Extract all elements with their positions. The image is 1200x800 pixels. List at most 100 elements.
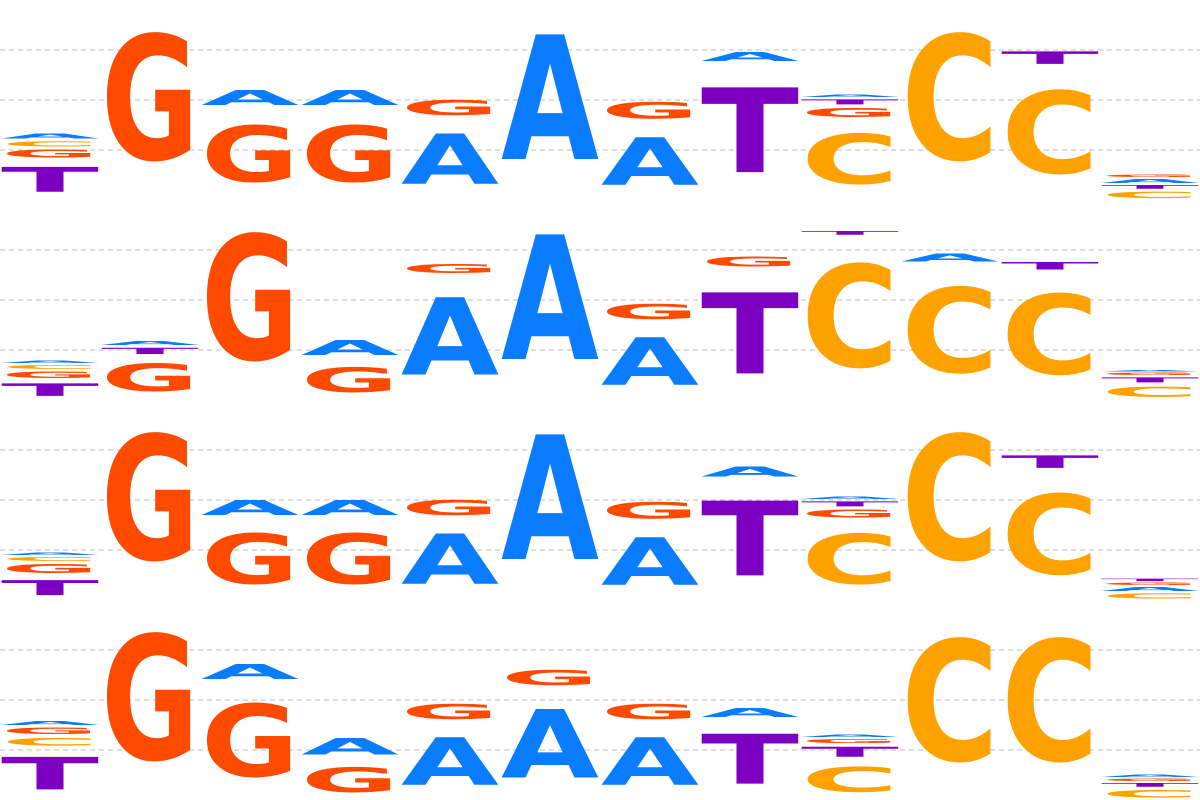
logo2-pos12-letter-A: A bbox=[1101, 370, 1199, 372]
logo4-pos9-letter-T: T bbox=[801, 744, 900, 760]
logo3-pos7-letter-A: A bbox=[601, 524, 699, 600]
logo3-pos11-letter-T: T bbox=[1001, 452, 1099, 472]
logo1-pos5-letter-A: A bbox=[401, 120, 499, 199]
logo1-pos10-letter-C: C bbox=[901, 2, 999, 200]
logo2-pos4-letter-G: G bbox=[301, 360, 399, 400]
logo4-pos1-letter-C: C bbox=[1, 736, 99, 748]
logo2-pos7-letter-A: A bbox=[601, 324, 699, 400]
logo1-pos9-letter-T: T bbox=[801, 98, 899, 106]
logo1-pos9-letter-G: G bbox=[801, 106, 899, 120]
logo4-pos1-letter-A: A bbox=[1, 720, 99, 726]
logo2-pos1-letter-G: G bbox=[1, 370, 99, 380]
logo1-pos5-letter-G: G bbox=[401, 96, 499, 120]
logo3-pos8-letter-T: T bbox=[701, 481, 799, 600]
logo2-pos7-letter-G: G bbox=[601, 300, 699, 324]
logo1-pos4-letter-A: A bbox=[301, 86, 399, 110]
logo3-pos4-letter-A: A bbox=[301, 496, 399, 520]
logo1-pos1-letter-C: C bbox=[1, 140, 99, 148]
logo3-pos5-letter-A: A bbox=[401, 520, 499, 599]
logo1-pos3-letter-A: A bbox=[201, 86, 299, 110]
logo4-pos9-letter-G: G bbox=[801, 738, 899, 744]
logo1-pos8-letter-A: A bbox=[701, 50, 800, 64]
logo3-pos9-letter-A: A bbox=[801, 496, 899, 500]
logo2-pos9-letter-C: C bbox=[801, 237, 899, 400]
logo2-pos12-letter-C: C bbox=[1101, 384, 1199, 400]
logo1-pos1-letter-T: T bbox=[1, 160, 99, 200]
logo3-pos1-letter-T: T bbox=[1, 576, 99, 600]
logo3-pos1-letter-A: A bbox=[1, 552, 99, 556]
logo4-pos9-letter-C: C bbox=[801, 760, 899, 800]
logo2-pos8-letter-G: G bbox=[701, 254, 799, 270]
logo4-pos10-letter-C: C bbox=[901, 606, 999, 800]
logo1-pos6-letter-A: A bbox=[501, 1, 599, 200]
logo3-pos5-letter-G: G bbox=[401, 496, 499, 520]
gridlines bbox=[0, 49, 1200, 751]
logo2-pos9-letter-T: T bbox=[801, 230, 899, 236]
logo1-pos2-letter-G: G bbox=[101, 0, 199, 199]
logo4-pos12-letter-G: G bbox=[1101, 778, 1199, 782]
logo1-pos8-letter-T: T bbox=[701, 64, 799, 199]
logo3-pos12-letter-G: G bbox=[1101, 582, 1199, 586]
logo4-pos7-letter-A: A bbox=[601, 724, 699, 800]
logo1-pos9-letter-A: A bbox=[801, 94, 899, 98]
logo4-pos6-letter-G: G bbox=[501, 666, 599, 690]
logo2-pos1-letter-C: C bbox=[1, 364, 99, 370]
logo3-pos9-letter-C: C bbox=[801, 521, 899, 600]
logo2-pos5-letter-A: A bbox=[401, 277, 499, 400]
logo3-pos12-letter-A: A bbox=[1101, 586, 1199, 592]
logo4-pos2-letter-G: G bbox=[101, 600, 199, 799]
logo4-pos3-letter-A: A bbox=[201, 660, 299, 684]
logo1-pos12-letter-G: G bbox=[1101, 174, 1199, 178]
logo2-pos10-letter-A: A bbox=[901, 252, 1000, 264]
logo2-pos5-letter-G: G bbox=[401, 262, 499, 276]
logo1-pos3-letter-G: G bbox=[201, 110, 299, 200]
logo1-pos12-letter-T: T bbox=[1101, 184, 1199, 190]
logo1-pos12-letter-C: C bbox=[1101, 190, 1199, 200]
logo3-pos11-letter-C: C bbox=[1001, 472, 1099, 599]
logo4-pos9-letter-A: A bbox=[801, 734, 899, 738]
logo2-pos2-letter-T: T bbox=[101, 346, 199, 356]
logo2-pos1-letter-A: A bbox=[1, 360, 99, 364]
logo3-pos3-letter-A: A bbox=[201, 496, 299, 520]
logo4-pos4-letter-A: A bbox=[301, 734, 399, 760]
logo1-pos9-letter-C: C bbox=[801, 121, 899, 200]
logo3-pos2-letter-G: G bbox=[101, 400, 199, 599]
logo4-pos3-letter-G: G bbox=[201, 684, 299, 800]
logo4-pos12-letter-C: C bbox=[1101, 788, 1199, 800]
logo2-pos12-letter-G: G bbox=[1101, 372, 1199, 376]
logo2-pos1-letter-T: T bbox=[1, 380, 99, 400]
logo2-pos11-letter-C: C bbox=[1001, 272, 1099, 399]
logo3-pos8-letter-A: A bbox=[701, 464, 799, 480]
logo3-pos10-letter-C: C bbox=[901, 402, 999, 600]
logo2-pos10-letter-C: C bbox=[901, 264, 999, 400]
logo2-pos3-letter-G: G bbox=[201, 200, 299, 399]
logo2-pos4-letter-A: A bbox=[301, 336, 399, 360]
logo4-pos7-letter-G: G bbox=[601, 700, 699, 724]
logo1-pos11-letter-C: C bbox=[1001, 69, 1099, 200]
logo4-pos11-letter-C: C bbox=[1001, 606, 1099, 800]
logo2-pos12-letter-T: T bbox=[1101, 376, 1199, 384]
logo1-pos7-letter-A: A bbox=[601, 124, 699, 200]
logo2-pos11-letter-T: T bbox=[1001, 260, 1099, 272]
logo2-pos2-letter-G: G bbox=[101, 356, 199, 400]
logo3-pos12-letter-T: T bbox=[1101, 578, 1199, 582]
logo1-pos1-letter-A: A bbox=[1, 132, 99, 140]
logo2-pos8-letter-T: T bbox=[701, 271, 799, 400]
logo4-pos8-letter-T: T bbox=[701, 720, 799, 800]
logo1-pos4-letter-G: G bbox=[301, 110, 399, 200]
logo3-pos6-letter-A: A bbox=[501, 401, 599, 600]
logo3-pos4-letter-G: G bbox=[301, 520, 399, 599]
logo4-pos8-letter-A: A bbox=[701, 706, 800, 720]
logo1-pos7-letter-G: G bbox=[601, 98, 699, 124]
logo4-pos4-letter-G: G bbox=[301, 760, 399, 800]
logo1-pos12-letter-A: A bbox=[1101, 178, 1199, 184]
logo2-pos6-letter-A: A bbox=[501, 201, 599, 400]
logo4-pos1-letter-G: G bbox=[1, 726, 99, 736]
logo4-pos12-letter-T: T bbox=[1101, 782, 1199, 788]
logo3-pos1-letter-C: C bbox=[1, 556, 99, 562]
logo4-pos6-letter-A: A bbox=[501, 691, 599, 800]
logo3-pos7-letter-G: G bbox=[601, 498, 699, 524]
logo3-pos9-letter-G: G bbox=[801, 508, 899, 520]
